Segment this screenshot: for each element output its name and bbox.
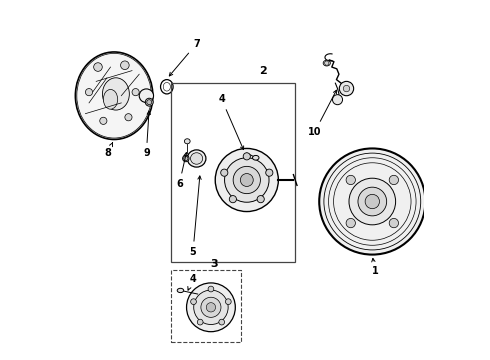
Circle shape bbox=[229, 195, 237, 203]
Ellipse shape bbox=[191, 153, 203, 164]
Text: 5: 5 bbox=[190, 176, 201, 257]
Circle shape bbox=[343, 85, 350, 92]
Circle shape bbox=[184, 156, 188, 161]
Bar bbox=[172, 270, 242, 342]
Circle shape bbox=[233, 166, 260, 194]
Circle shape bbox=[219, 319, 224, 325]
Circle shape bbox=[100, 117, 107, 125]
Circle shape bbox=[194, 290, 228, 324]
Text: 8: 8 bbox=[104, 143, 113, 158]
Text: 10: 10 bbox=[308, 90, 337, 136]
Circle shape bbox=[201, 297, 221, 318]
Ellipse shape bbox=[102, 78, 129, 110]
Circle shape bbox=[132, 89, 139, 96]
Circle shape bbox=[257, 195, 264, 203]
Circle shape bbox=[339, 81, 354, 96]
Circle shape bbox=[125, 114, 132, 121]
Circle shape bbox=[220, 169, 228, 176]
Circle shape bbox=[197, 319, 203, 325]
Circle shape bbox=[324, 61, 329, 65]
Circle shape bbox=[121, 61, 129, 69]
Ellipse shape bbox=[103, 89, 118, 109]
Text: 4: 4 bbox=[219, 94, 244, 149]
Text: 3: 3 bbox=[211, 259, 219, 269]
Circle shape bbox=[358, 187, 387, 216]
Circle shape bbox=[333, 95, 343, 105]
Ellipse shape bbox=[183, 155, 189, 162]
Text: 6: 6 bbox=[176, 153, 187, 189]
Text: 4: 4 bbox=[188, 274, 196, 290]
Ellipse shape bbox=[184, 139, 190, 144]
Ellipse shape bbox=[75, 52, 153, 139]
Circle shape bbox=[215, 148, 278, 212]
Ellipse shape bbox=[139, 89, 153, 103]
Circle shape bbox=[224, 158, 269, 202]
Text: 7: 7 bbox=[170, 39, 200, 76]
Circle shape bbox=[349, 178, 395, 225]
Circle shape bbox=[225, 299, 231, 305]
Text: 1: 1 bbox=[371, 258, 378, 276]
Ellipse shape bbox=[252, 156, 259, 160]
Ellipse shape bbox=[146, 98, 153, 106]
Circle shape bbox=[85, 89, 93, 96]
Circle shape bbox=[346, 219, 355, 228]
Text: 2: 2 bbox=[259, 66, 267, 76]
Circle shape bbox=[94, 63, 102, 71]
Text: 9: 9 bbox=[143, 111, 150, 158]
Circle shape bbox=[208, 286, 214, 292]
Circle shape bbox=[187, 283, 235, 332]
Circle shape bbox=[389, 175, 398, 185]
Circle shape bbox=[266, 169, 273, 176]
Circle shape bbox=[243, 153, 250, 160]
Circle shape bbox=[319, 148, 425, 255]
Circle shape bbox=[147, 100, 152, 105]
Circle shape bbox=[389, 219, 398, 228]
Bar bbox=[172, 83, 295, 262]
Ellipse shape bbox=[187, 150, 206, 167]
Circle shape bbox=[346, 175, 355, 185]
Ellipse shape bbox=[323, 60, 330, 66]
Ellipse shape bbox=[177, 288, 184, 293]
Circle shape bbox=[240, 174, 253, 186]
Circle shape bbox=[206, 303, 216, 312]
Circle shape bbox=[365, 194, 379, 209]
Circle shape bbox=[191, 299, 196, 305]
